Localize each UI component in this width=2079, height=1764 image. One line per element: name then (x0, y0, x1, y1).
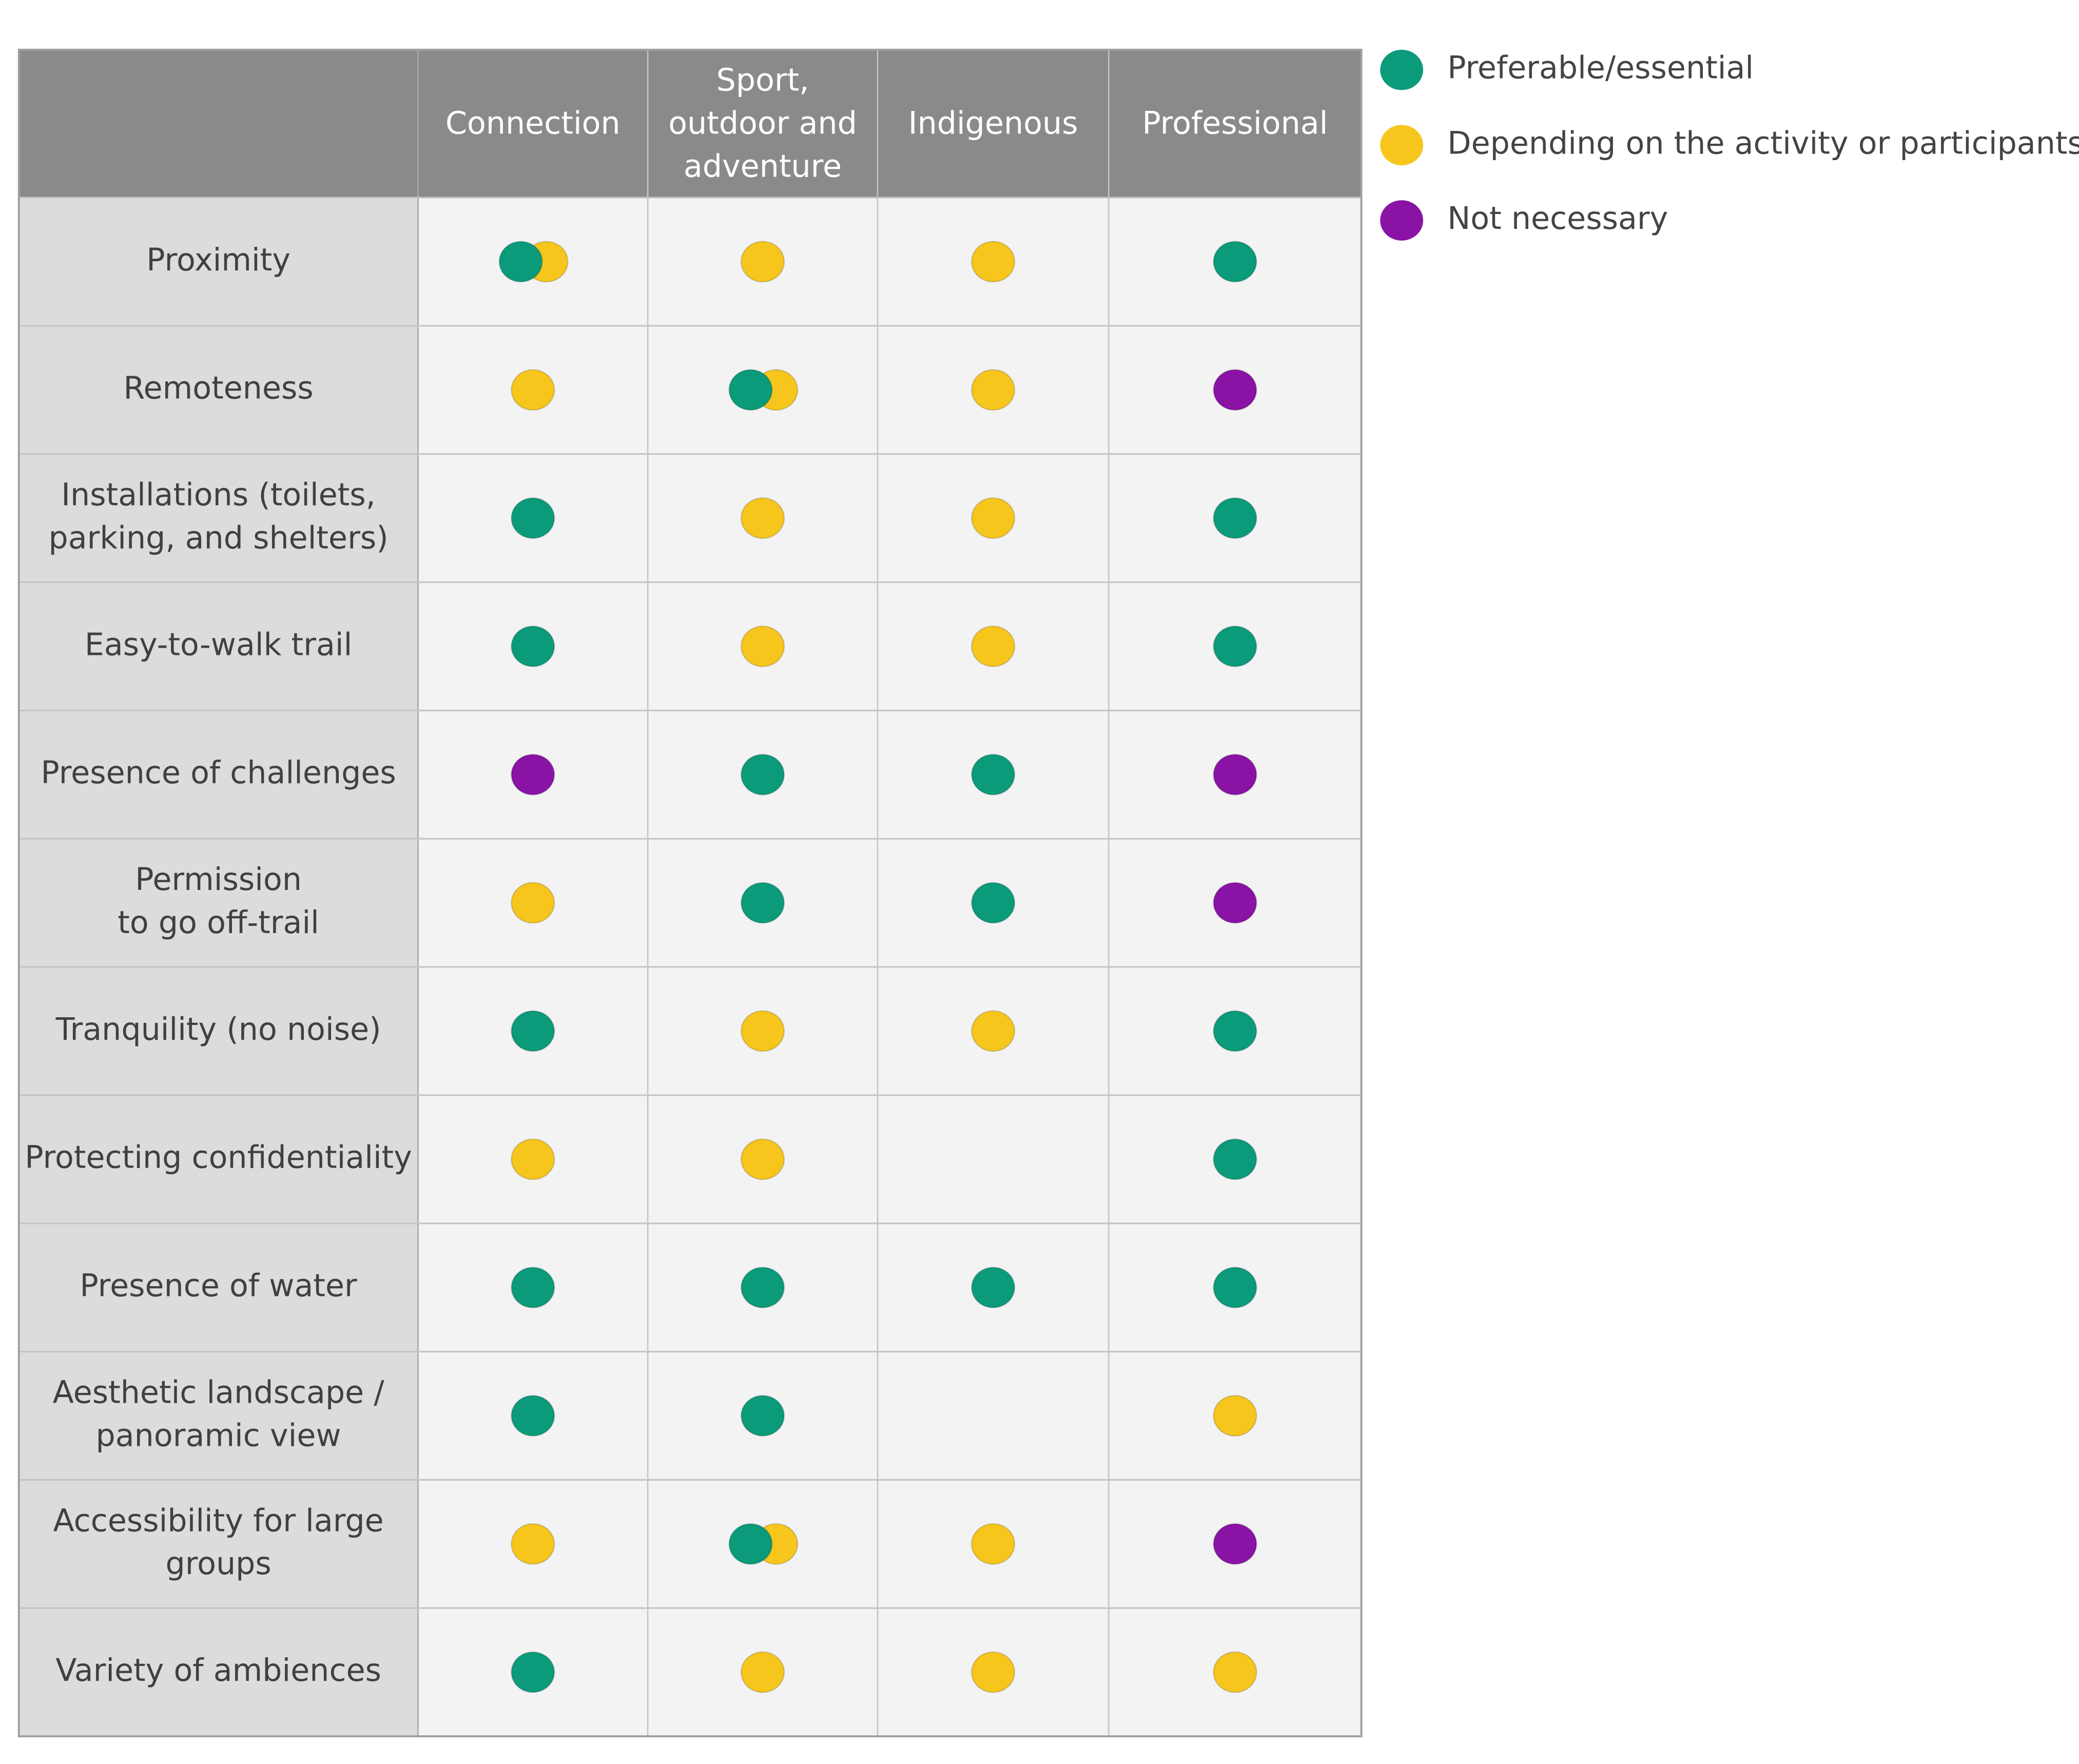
legend-swatch (1380, 200, 1424, 241)
row-label-line: Remoteness (123, 370, 313, 406)
rating-dot (970, 1523, 1016, 1565)
row-label: Accessibility for large groups (53, 1503, 383, 1582)
row-label: Easy-to-walk trail (85, 627, 353, 663)
legend-label: Not necessary (1447, 201, 1668, 237)
rating-dot (511, 1651, 555, 1693)
rating-dot (1213, 882, 1257, 924)
row-label: Tranquility (no noise) (55, 1012, 381, 1048)
legend-swatch (1380, 125, 1424, 166)
row-label-line: Tranquility (no noise) (55, 1012, 381, 1048)
row-label-line: Easy-to-walk trail (85, 627, 353, 663)
row-label-line: Presence of challenges (41, 755, 396, 791)
rating-dot (740, 882, 785, 924)
row-label-line: Variety of ambiences (55, 1653, 381, 1689)
row-label: Protecting confidentiality (25, 1139, 412, 1175)
rating-dot (1213, 241, 1257, 283)
row-label-line: Permission (135, 862, 302, 898)
row-label-line: Installations (toilets, (61, 477, 376, 513)
row-label-line: panoramic view (96, 1418, 341, 1453)
rating-dot (740, 497, 785, 539)
row-label-line: Protecting confidentiality (25, 1139, 412, 1175)
rating-dot (1213, 497, 1257, 539)
rating-dot (511, 1523, 555, 1565)
row-label-line: Presence of water (80, 1268, 357, 1304)
rating-dot (970, 882, 1016, 924)
column-header: Professional (1142, 105, 1328, 141)
row-label: Permission to go off-trail (118, 862, 319, 941)
column-header-line: outdoor and (668, 105, 857, 141)
rating-dot (740, 1138, 785, 1180)
rating-dot (740, 753, 785, 796)
rating-dot (511, 369, 555, 411)
rating-dot (1213, 1523, 1257, 1565)
rating-dot (740, 1010, 785, 1052)
rating-dot (1213, 1267, 1257, 1309)
column-header-line: Sport, (716, 62, 809, 98)
rating-dot (1213, 1138, 1257, 1180)
rating-dot (970, 1267, 1016, 1309)
table-border (17, 48, 1363, 1738)
column-header-line: Connection (445, 105, 620, 141)
rating-dot (511, 625, 555, 667)
row-label: Installations (toilets, parking, and shel… (49, 477, 388, 556)
row-label-line: Aesthetic landscape / (53, 1374, 385, 1410)
rating-dot (728, 1523, 773, 1565)
rating-dot (740, 241, 785, 283)
rating-dot (970, 625, 1016, 667)
rating-dot (740, 1651, 785, 1693)
rating-dot (1213, 369, 1257, 411)
row-label-line: Accessibility for large (53, 1503, 383, 1539)
header-row (18, 49, 1362, 198)
row-label: Proximity (146, 242, 290, 278)
row-label: Presence of water (80, 1268, 357, 1304)
rating-dot (511, 1267, 555, 1309)
rating-dot (740, 625, 785, 667)
rating-dot (511, 1010, 555, 1052)
column-header-line: Indigenous (908, 105, 1078, 141)
rating-dot (1213, 1651, 1257, 1693)
rating-dot (740, 1267, 785, 1309)
row-label-line: parking, and shelters) (49, 520, 388, 556)
row-label: Remoteness (123, 370, 313, 406)
rating-dot (740, 1394, 785, 1437)
rating-dot (970, 1010, 1016, 1052)
rating-dot (511, 497, 555, 539)
rating-dot (1213, 753, 1257, 796)
rating-dot (1213, 625, 1257, 667)
column-header-line: Professional (1142, 105, 1328, 141)
rating-dot (1213, 1010, 1257, 1052)
legend-label: Preferable/essential (1447, 50, 1754, 86)
column-header-line: adventure (684, 148, 842, 184)
row-label: Variety of ambiences (55, 1653, 381, 1689)
rating-dot (498, 241, 543, 283)
rating-dot (511, 753, 555, 796)
legend-label: Depending on the activity or participant… (1447, 125, 2079, 161)
rating-dot (970, 241, 1016, 283)
row-label: Aesthetic landscape / panoramic view (53, 1374, 385, 1453)
rating-dot (970, 369, 1016, 411)
rating-dot (511, 1138, 555, 1180)
rating-dot (1213, 1394, 1257, 1437)
row-label-line: groups (165, 1546, 271, 1582)
row-label-line: to go off-trail (118, 905, 319, 941)
rating-dot (511, 1394, 555, 1437)
rating-dot (728, 369, 773, 411)
row-label: Presence of challenges (41, 755, 396, 791)
row-label-line: Proximity (146, 242, 290, 278)
rating-dot (970, 1651, 1016, 1693)
column-header: Sport, outdoor and adventure (668, 62, 857, 184)
rating-dot (511, 882, 555, 924)
legend-swatch (1380, 49, 1424, 90)
rating-dot (970, 497, 1016, 539)
rating-dot (970, 753, 1016, 796)
column-header: Connection (445, 105, 620, 141)
column-header: Indigenous (908, 105, 1078, 141)
